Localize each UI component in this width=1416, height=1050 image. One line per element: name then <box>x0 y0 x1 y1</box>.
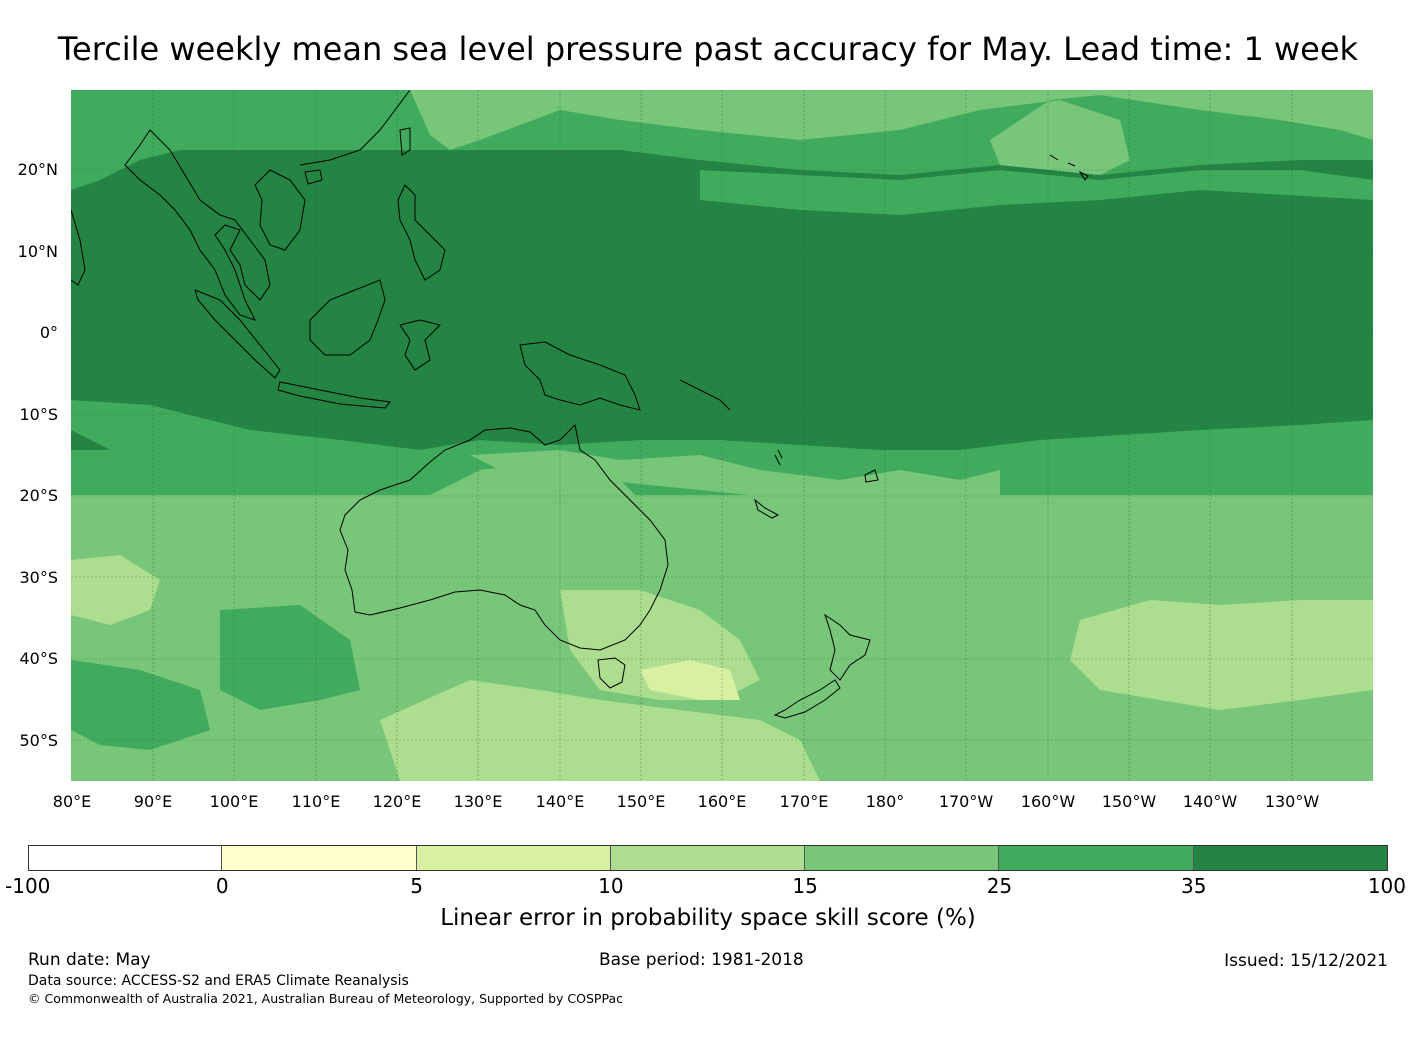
lat-label-10s: 10°S <box>19 405 58 424</box>
lon-label-100e: 100°E <box>209 792 259 811</box>
page-title: Tercile weekly mean sea level pressure p… <box>57 30 1359 68</box>
lon-label-140w: 140°W <box>1182 792 1238 811</box>
skill-region-n-mid <box>480 120 990 160</box>
skill-region-n-light <box>410 90 1373 175</box>
java-coast <box>277 381 391 409</box>
colorbar-tick-label: 15 <box>792 874 818 898</box>
sulawesi-coast <box>399 319 441 371</box>
lon-label-130w: 130°W <box>1264 792 1320 811</box>
skill-region-e-dark <box>820 760 940 781</box>
new-guinea-coast <box>519 341 641 411</box>
colorbar-tick-label: 0 <box>215 874 229 898</box>
lon-label-90e: 90°E <box>133 792 173 811</box>
colorbar-tick-label: 25 <box>986 874 1013 898</box>
colorbar-segment <box>1193 845 1388 871</box>
lon-label-170w: 170°W <box>938 792 994 811</box>
skill-region-se-light <box>1070 600 1373 710</box>
lon-label-160w: 160°W <box>1020 792 1076 811</box>
colorbar-segment <box>28 845 223 871</box>
philippines-coast <box>397 184 446 281</box>
fiji-coast <box>864 469 879 483</box>
lat-label-50s: 50°S <box>19 731 58 750</box>
nz-south-coast <box>773 679 841 719</box>
tasmania-coast <box>597 657 626 689</box>
lat-label-20s: 20°S <box>19 486 58 505</box>
lon-label-160e: 160°E <box>697 792 747 811</box>
lat-label-30s: 30°S <box>19 568 58 587</box>
colorbar-tick-label: 35 <box>1180 874 1207 898</box>
sumatra-coast <box>194 289 281 379</box>
skill-map <box>71 90 1373 781</box>
colorbar-tick-label: 10 <box>598 874 624 898</box>
lat-label-0: 0° <box>39 323 58 342</box>
taiwan-coast <box>399 127 411 156</box>
borneo-coast <box>309 279 386 356</box>
lon-label-150e: 150°E <box>616 792 666 811</box>
nz-north-coast <box>824 613 871 681</box>
lon-label-130e: 130°E <box>453 792 503 811</box>
lat-label-40s: 40°S <box>19 649 58 668</box>
colorbar-tick-label: -100 <box>5 874 51 898</box>
skill-region-sw-dark <box>220 605 360 710</box>
colorbar-segment <box>805 845 1000 871</box>
lon-label-150w: 150°W <box>1101 792 1157 811</box>
skill-region-s-boundary <box>71 400 1373 490</box>
lat-label-10n: 10°N <box>17 242 58 261</box>
lat-label-20n: 20°N <box>17 160 58 179</box>
lon-label-80e: 80°E <box>52 792 92 811</box>
colorbar-label: Linear error in probability space skill … <box>440 905 976 931</box>
indochina-coast <box>124 129 271 321</box>
colorbar-segment <box>222 845 417 871</box>
vanuatu-islands <box>774 449 783 466</box>
colorbar <box>28 845 1388 871</box>
skill-region-s-lightest <box>640 660 740 700</box>
issued-date: Issued: 15/12/2021 <box>1224 951 1388 971</box>
data-source: Data source: ACCESS-S2 and ERA5 Climate … <box>28 973 409 989</box>
coastlines <box>71 90 1089 719</box>
skill-region-sw-dark2 <box>71 660 210 750</box>
lon-label-120e: 120°E <box>372 792 422 811</box>
hainan-coast <box>304 169 323 185</box>
lon-label-110e: 110°E <box>291 792 341 811</box>
india-coast <box>71 209 86 286</box>
colorbar-segment <box>610 845 806 871</box>
colorbar-tick-label: 5 <box>410 874 423 898</box>
lon-label-170e: 170°E <box>779 792 829 811</box>
solomon-islands <box>679 379 731 411</box>
colorbar-segment <box>416 845 611 871</box>
base-period: Base period: 1981-2018 <box>599 950 804 970</box>
vietnam-coast <box>254 169 306 251</box>
china-coast <box>299 90 411 166</box>
hawaii-islands <box>1049 154 1089 181</box>
australia-coast <box>339 423 669 651</box>
lon-label-140e: 140°E <box>535 792 585 811</box>
lon-label-180: 180° <box>865 792 905 811</box>
new-caledonia-coast <box>754 498 780 519</box>
skill-region-ne-mid <box>700 170 1373 215</box>
colorbar-tick-label: 100 <box>1367 874 1406 898</box>
run-date: Run date: May <box>28 950 151 970</box>
skill-region-sw-light <box>71 555 160 625</box>
colorbar-segment <box>999 845 1194 871</box>
skill-region-s-light <box>470 450 1000 500</box>
map-gridlines <box>71 90 1373 781</box>
skill-region-s-light2 <box>380 680 820 781</box>
copyright: © Commonwealth of Australia 2021, Austra… <box>28 991 623 1006</box>
